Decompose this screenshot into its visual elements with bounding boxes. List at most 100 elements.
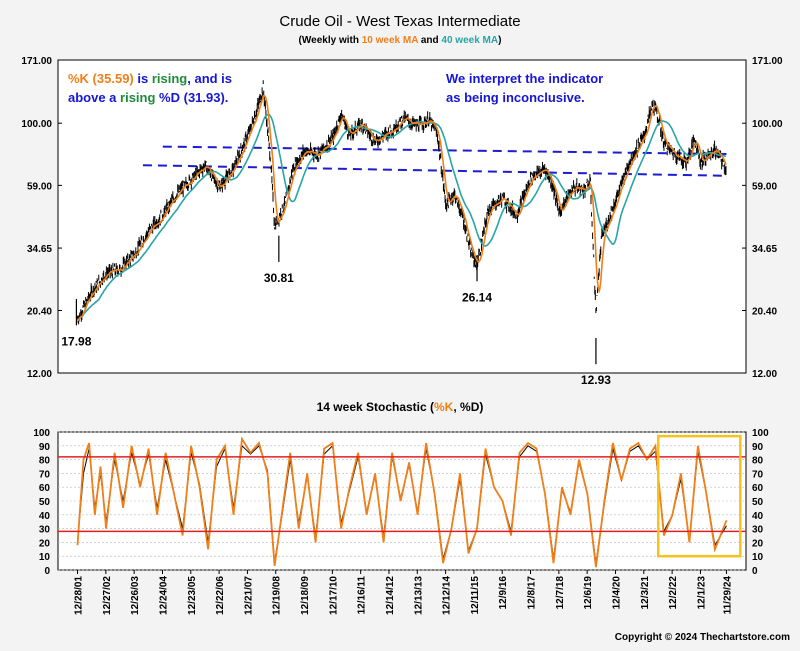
x-tick-label: 12/28/01 (74, 576, 85, 615)
chart-subtitle: (Weekly with 10 week MA and 40 week MA) (299, 35, 502, 46)
x-tick-label: 12/7/18 (555, 576, 566, 610)
stoch-ytick-left: 80 (39, 456, 51, 467)
stoch-ytick-right: 80 (752, 456, 764, 467)
note-rising-1: rising (152, 71, 187, 86)
price-ytick-left: 34.65 (27, 244, 52, 255)
x-tick-label: 12/23/05 (187, 576, 198, 615)
stoch-title-prefix: 14 week Stochastic ( (317, 400, 434, 414)
x-tick-label: 12/22/06 (215, 576, 226, 615)
stoch-ytick-right: 70 (752, 469, 764, 480)
x-tick-label: 11/29/24 (722, 576, 733, 615)
stoch-title-suffix: ) (479, 400, 483, 414)
annotation-right-line1: We interpret the indicator (446, 71, 603, 86)
x-tick-label: 12/6/19 (583, 576, 594, 610)
stoch-ytick-left: 60 (39, 483, 51, 494)
x-tick-label: 12/13/13 (413, 576, 424, 615)
chart-title: Crude Oil - West Texas Intermediate (279, 13, 520, 30)
stoch-ytick-right: 60 (752, 483, 764, 494)
stoch-title-d: %D (460, 400, 480, 414)
note-is: is (134, 71, 152, 86)
x-tick-label: 12/2/22 (668, 576, 679, 610)
highlight-rect (656, 434, 742, 558)
price-ytick-left: 12.00 (27, 369, 52, 380)
price-ytick-left: 100.00 (21, 119, 52, 130)
stoch-ytick-right: 50 (752, 497, 764, 508)
stoch-ytick-left: 40 (39, 511, 51, 522)
price-ytick-left: 59.00 (27, 181, 52, 192)
x-axis: 12/28/01 12/27/02 12/26/03 12/24/04 12/23/05… (74, 570, 733, 615)
annotation-left-line2: above a rising %D (31.93). (68, 90, 228, 105)
x-tick-label: 12/12/14 (442, 576, 453, 615)
note-d-value: %D (31.93). (155, 90, 228, 105)
stoch-title-k: %K (434, 400, 454, 414)
stochastic-title: 14 week Stochastic (%K, %D) (317, 400, 484, 414)
x-tick-label: 12/3/21 (640, 576, 651, 610)
x-tick-label: 12/26/03 (130, 576, 141, 615)
x-tick-label: 12/21/07 (243, 576, 254, 615)
stoch-ytick-right: 90 (752, 442, 764, 453)
highlight-box (656, 434, 742, 558)
subtitle-mid: and (418, 35, 441, 46)
price-ytick-right: 12.00 (752, 369, 777, 380)
moving-averages (76, 94, 727, 322)
subtitle-ma40: 40 week MA (441, 35, 498, 46)
stoch-ytick-left: 70 (39, 469, 51, 480)
copyright: Copyright © 2024 Thechartstore.com (615, 632, 790, 643)
price-ytick-left: 171.00 (21, 56, 52, 67)
x-tick-label: 12/27/02 (102, 576, 113, 615)
ma40-line (76, 113, 727, 322)
note-k-value: %K (35.59) (68, 71, 134, 86)
x-tick-label: 12/8/17 (527, 576, 538, 610)
stoch-ytick-right: 100 (752, 428, 769, 439)
channel-lower-line (142, 164, 727, 177)
annotation-right-line2: as being inconclusive. (446, 90, 585, 105)
price-ytick-right: 20.40 (752, 306, 777, 317)
stoch-ytick-left: 10 (39, 552, 51, 563)
stoch-ytick-right: 0 (752, 566, 758, 577)
note-and-is: , and is (187, 71, 232, 86)
x-tick-label: 12/17/10 (328, 576, 339, 615)
annotation-left-line1: %K (35.59) is rising, and is (68, 71, 232, 86)
note-above-a: above a (68, 90, 120, 105)
x-tick-label: 12/14/12 (385, 576, 396, 615)
x-tick-label: 12/19/08 (272, 576, 283, 615)
stoch-ytick-right: 30 (752, 525, 764, 536)
price-ytick-right: 171.00 (752, 56, 783, 67)
price-ytick-right: 100.00 (752, 119, 783, 130)
low-label: 12.93 (581, 373, 611, 387)
x-tick-label: 12/24/04 (158, 576, 169, 615)
price-y-axis: 171.00 171.00 100.00 100.00 59.00 59.00 34.65 3… (21, 56, 783, 380)
stoch-ytick-left: 90 (39, 442, 51, 453)
stoch-ytick-right: 20 (752, 538, 764, 549)
subtitle-ma10: 10 week MA (362, 35, 418, 46)
x-tick-label: 12/16/11 (357, 576, 368, 615)
stoch-ytick-left: 20 (39, 538, 51, 549)
low-label: 30.81 (264, 271, 294, 285)
low-label: 17.98 (61, 334, 91, 348)
ma10-line (76, 94, 727, 322)
price-ytick-left: 20.40 (27, 306, 52, 317)
low-label: 26.14 (462, 290, 492, 304)
x-tick-label: 12/4/20 (611, 576, 622, 610)
stoch-ytick-right: 40 (752, 511, 764, 522)
note-rising-2: rising (120, 90, 155, 105)
stoch-ytick-left: 0 (44, 566, 50, 577)
stoch-ytick-left: 100 (33, 428, 50, 439)
low-labels: 17.98 30.81 26.14 12.93 (61, 271, 611, 387)
subtitle-prefix: (Weekly with (299, 35, 362, 46)
x-tick-label: 12/11/15 (470, 576, 481, 615)
x-tick-label: 12/9/16 (498, 576, 509, 610)
x-tick-label: 12/18/09 (300, 576, 311, 615)
stoch-ytick-left: 30 (39, 525, 51, 536)
price-ytick-right: 34.65 (752, 244, 777, 255)
stoch-ytick-right: 10 (752, 552, 764, 563)
stochastic-y-axis: 0 0 10 10 20 20 30 30 40 40 50 50 60 60 70 70 80 80 90 90 10… (33, 428, 769, 577)
price-ytick-right: 59.00 (752, 181, 777, 192)
stochastic-thresholds (58, 456, 746, 533)
stoch-k-line (76, 436, 728, 568)
stoch-title-sep: , (453, 400, 460, 414)
stoch-ytick-left: 50 (39, 497, 51, 508)
subtitle-suffix: ) (498, 35, 501, 46)
x-tick-label: 12/1/23 (696, 576, 707, 610)
